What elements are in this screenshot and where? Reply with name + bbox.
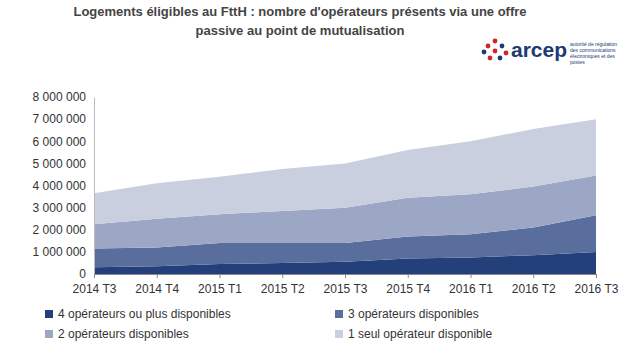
y-tick-label: 0 (79, 267, 86, 281)
logo-dot (500, 44, 505, 49)
y-tick: 6 000 000 (33, 135, 94, 149)
x-tick-mark (471, 274, 472, 278)
legend-item: 1 seul opérateur disponible (335, 327, 492, 341)
x-tick-label: 2016 T2 (512, 282, 556, 296)
y-tick-label: 5 000 000 (33, 157, 87, 171)
legend-label: 3 opérateurs disponibles (348, 307, 479, 321)
x-tick: 2015 T2 (261, 274, 305, 296)
x-tick-label: 2015 T1 (198, 282, 242, 296)
x-tick-mark (345, 274, 346, 278)
logo-text: arcep (511, 38, 567, 61)
x-tick: 2015 T4 (386, 274, 430, 296)
x-tick-label: 2016 T3 (575, 282, 619, 296)
x-tick-label: 2015 T2 (261, 282, 305, 296)
legend-swatch (45, 330, 53, 338)
x-tick-mark (157, 274, 158, 278)
legend-item: 3 opérateurs disponibles (335, 307, 479, 321)
x-axis: 2014 T3 2014 T4 2015 T1 2015 T2 2015 T3 2015 … (73, 274, 619, 296)
title: Logements éligibles au FttH : nombre d'o… (73, 4, 526, 38)
x-tick-mark (533, 274, 534, 278)
legend-label: 2 opérateurs disponibles (58, 327, 189, 341)
y-tick-label: 3 000 000 (33, 201, 87, 215)
x-tick-label: 2015 T3 (324, 282, 368, 296)
x-tick: 2015 T3 (324, 274, 368, 296)
logo-dot (493, 39, 498, 44)
legend-swatch (45, 310, 53, 318)
logo-dot (482, 50, 487, 55)
legend-label: 1 seul opérateur disponible (348, 327, 492, 341)
x-tick: 2016 T1 (449, 274, 493, 296)
y-tick: 4 000 000 (33, 179, 94, 193)
logo-dot (486, 44, 491, 49)
plot-area (94, 119, 596, 274)
y-tick: 2 000 000 (33, 223, 94, 237)
logo-dot (493, 49, 498, 54)
x-tick: 2014 T3 (73, 274, 117, 296)
x-tick-label: 2015 T4 (386, 282, 430, 296)
logo: arcepautorité de régulationdes communica… (482, 38, 618, 65)
y-axis-line (94, 98, 95, 275)
x-tick-label: 2014 T3 (73, 282, 117, 296)
y-tick: 8 000 000 (33, 90, 94, 104)
x-tick-mark (408, 274, 409, 278)
logo-dot (504, 51, 509, 56)
x-tick: 2014 T4 (135, 274, 179, 296)
legend-item: 4 opérateurs ou plus disponibles (45, 307, 231, 321)
x-tick-mark (282, 274, 283, 278)
x-tick-mark (220, 274, 221, 278)
chart: Logements éligibles au FttH : nombre d'o… (0, 0, 620, 350)
y-tick-label: 1 000 000 (33, 245, 87, 259)
x-tick-mark (94, 274, 95, 278)
area (94, 119, 596, 224)
y-tick: 1 000 000 (33, 245, 94, 259)
x-axis-line (95, 275, 597, 279)
y-tick-label: 2 000 000 (33, 223, 87, 237)
legend-item: 2 opérateurs disponibles (45, 327, 189, 341)
y-tick-label: 4 000 000 (33, 179, 87, 193)
x-tick-label: 2016 T1 (449, 282, 493, 296)
x-tick: 2016 T3 (575, 274, 619, 296)
y-tick: 5 000 000 (33, 157, 94, 171)
x-tick-label: 2014 T4 (135, 282, 179, 296)
x-tick: 2015 T1 (198, 274, 242, 296)
y-tick-label: 8 000 000 (33, 90, 87, 104)
x-tick: 2016 T2 (512, 274, 556, 296)
y-tick: 0 (79, 267, 94, 281)
legend-label: 4 opérateurs ou plus disponibles (58, 307, 231, 321)
legend-swatch (335, 310, 343, 318)
y-tick: 7 000 000 (33, 112, 94, 126)
logo-dot (488, 56, 493, 61)
y-axis: 0 1 000 000 2 000 000 3 000 000 4 000 000 5 0… (33, 90, 95, 281)
logo-dot (498, 56, 503, 61)
y-tick: 3 000 000 (33, 201, 94, 215)
y-tick-label: 6 000 000 (33, 135, 87, 149)
logo-subtitle: autorité de régulationdes communications… (570, 41, 617, 65)
legend: 4 opérateurs ou plus disponibles 3 opérat… (45, 307, 492, 341)
y-tick-label: 7 000 000 (33, 112, 87, 126)
legend-swatch (335, 330, 343, 338)
x-tick-mark (596, 274, 597, 278)
